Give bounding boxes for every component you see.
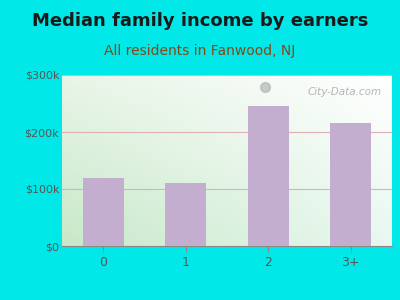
Bar — [248, 106, 289, 246]
Bar — [165, 183, 206, 246]
Text: City-Data.com: City-Data.com — [308, 87, 382, 97]
Bar — [83, 178, 124, 246]
Text: Median family income by earners: Median family income by earners — [32, 12, 368, 30]
Text: All residents in Fanwood, NJ: All residents in Fanwood, NJ — [104, 44, 296, 58]
Bar — [330, 124, 371, 246]
